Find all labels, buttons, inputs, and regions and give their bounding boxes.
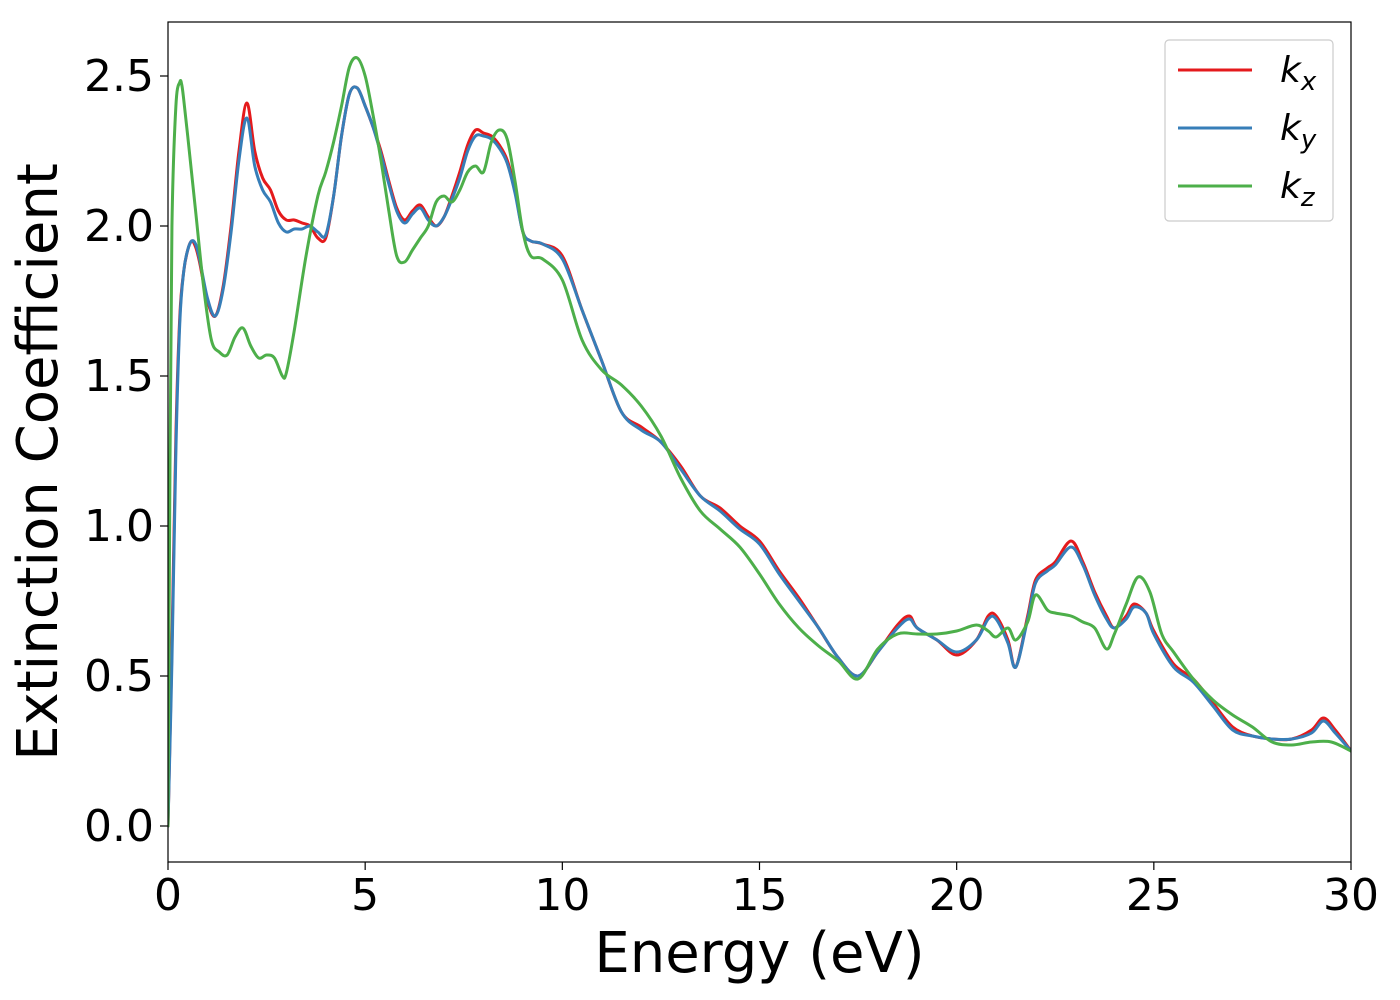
legend-item-kz: kz [1178,166,1316,213]
legend-label: kz [1280,166,1316,213]
x-tick-label: 25 [1126,870,1182,921]
legend-label: ky [1280,108,1317,155]
x-tick-label: 10 [534,870,590,921]
y-tick-label: 1.0 [84,501,154,552]
legend-box [1164,39,1334,222]
x-tick-label: 0 [154,870,182,921]
x-tick-label: 20 [929,870,985,921]
series-lines [168,56,1351,828]
y-axis: 0.0 0.5 1.0 1.5 2.0 2.5 [84,51,168,852]
y-tick-label: 2.0 [84,201,154,252]
series-line-kz [168,56,1351,828]
legend-label: kx [1280,50,1317,97]
y-tick-label: 2.5 [84,51,154,102]
legend-item-ky: ky [1178,108,1317,155]
y-tick-label: 0.0 [84,801,154,852]
series-line-ky [168,85,1351,828]
x-axis-title: Energy (eV) [594,921,924,986]
x-axis: 0 5 10 15 20 25 30 [154,862,1379,921]
y-axis-title: Extinction Coefficient [6,163,71,761]
legend: kx ky kz [1164,39,1334,222]
y-tick-label: 1.5 [84,351,154,402]
y-tick-label: 0.5 [84,651,154,702]
x-tick-label: 15 [732,870,788,921]
x-tick-label: 30 [1323,870,1379,921]
x-tick-label: 5 [351,870,379,921]
legend-item-kx: kx [1178,50,1317,97]
